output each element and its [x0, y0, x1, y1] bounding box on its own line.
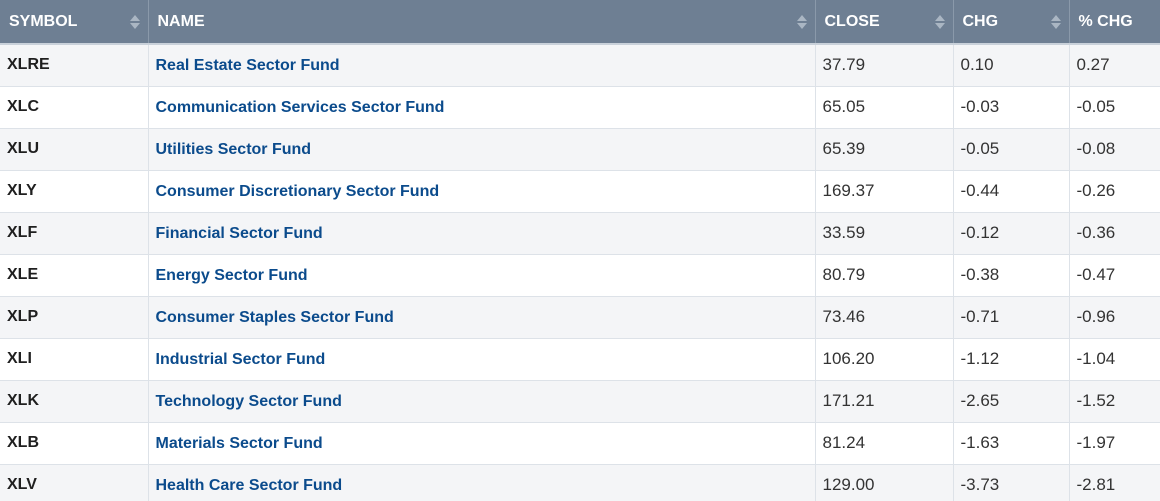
pct-chg-cell: -0.96: [1069, 296, 1160, 339]
sort-icon[interactable]: [796, 14, 807, 30]
chg-cell: -3.73: [953, 464, 1070, 501]
close-cell: 33.59: [815, 212, 954, 255]
symbol-cell: XLK: [0, 380, 149, 423]
chg-cell: 0.10: [953, 44, 1070, 87]
symbol-cell: XLC: [0, 86, 149, 129]
fund-name-link[interactable]: Utilities Sector Fund: [155, 141, 312, 158]
close-cell: 80.79: [815, 254, 954, 297]
table-row: XLI Industrial Sector Fund 106.20 -1.12 …: [0, 338, 1160, 381]
pct-chg-cell: -0.08: [1069, 128, 1160, 171]
table-row: XLC Communication Services Sector Fund 6…: [0, 86, 1160, 129]
close-cell: 169.37: [815, 170, 954, 213]
chg-cell: -0.71: [953, 296, 1070, 339]
column-header-label: CLOSE: [824, 12, 880, 30]
chg-cell: -2.65: [953, 380, 1070, 423]
close-cell: 171.21: [815, 380, 954, 423]
pct-chg-cell: -0.47: [1069, 254, 1160, 297]
table-row: XLP Consumer Staples Sector Fund 73.46 -…: [0, 296, 1160, 339]
close-cell: 37.79: [815, 44, 954, 87]
close-cell: 106.20: [815, 338, 954, 381]
symbol-cell: XLU: [0, 128, 149, 171]
fund-name-link[interactable]: Consumer Discretionary Sector Fund: [155, 183, 440, 200]
fund-name-link[interactable]: Communication Services Sector Fund: [155, 99, 445, 116]
fund-name-link[interactable]: Consumer Staples Sector Fund: [155, 309, 394, 326]
column-header-chg[interactable]: CHG: [953, 0, 1070, 45]
pct-chg-cell: -1.04: [1069, 338, 1160, 381]
chg-cell: -1.12: [953, 338, 1070, 381]
table-row: XLU Utilities Sector Fund 65.39 -0.05 -0…: [0, 128, 1160, 171]
pct-chg-cell: -0.05: [1069, 86, 1160, 129]
table-row: XLE Energy Sector Fund 80.79 -0.38 -0.47: [0, 254, 1160, 297]
column-header-label: SYMBOL: [9, 12, 78, 30]
symbol-cell: XLF: [0, 212, 149, 255]
symbol-cell: XLB: [0, 422, 149, 465]
pct-chg-cell: -2.81: [1069, 464, 1160, 501]
pct-chg-cell: 0.27: [1069, 44, 1160, 87]
sort-icon[interactable]: [1050, 14, 1061, 30]
name-cell: Utilities Sector Fund: [148, 128, 816, 171]
column-header-close[interactable]: CLOSE: [815, 0, 954, 45]
chg-cell: -0.12: [953, 212, 1070, 255]
chg-cell: -0.03: [953, 86, 1070, 129]
name-cell: Consumer Discretionary Sector Fund: [148, 170, 816, 213]
fund-name-link[interactable]: Materials Sector Fund: [155, 435, 323, 452]
close-cell: 65.39: [815, 128, 954, 171]
fund-name-link[interactable]: Energy Sector Fund: [155, 267, 308, 284]
column-header-name[interactable]: NAME: [148, 0, 816, 45]
close-cell: 65.05: [815, 86, 954, 129]
name-cell: Real Estate Sector Fund: [148, 44, 816, 87]
chg-cell: -0.44: [953, 170, 1070, 213]
column-header-label: CHG: [962, 12, 999, 30]
column-header-label: % CHG: [1078, 12, 1133, 30]
fund-name-link[interactable]: Financial Sector Fund: [155, 225, 323, 242]
column-header-symbol[interactable]: SYMBOL: [0, 0, 149, 45]
name-cell: Consumer Staples Sector Fund: [148, 296, 816, 339]
name-cell: Financial Sector Fund: [148, 212, 816, 255]
symbol-cell: XLY: [0, 170, 149, 213]
close-cell: 73.46: [815, 296, 954, 339]
name-cell: Health Care Sector Fund: [148, 464, 816, 501]
header-row: SYMBOL NAME CLOSE CHG % CHG: [0, 0, 1160, 45]
table-row: XLB Materials Sector Fund 81.24 -1.63 -1…: [0, 422, 1160, 465]
sort-icon[interactable]: [129, 14, 140, 30]
fund-name-link[interactable]: Industrial Sector Fund: [155, 351, 326, 368]
pct-chg-cell: -0.36: [1069, 212, 1160, 255]
table-row: XLF Financial Sector Fund 33.59 -0.12 -0…: [0, 212, 1160, 255]
symbol-cell: XLE: [0, 254, 149, 297]
fund-name-link[interactable]: Real Estate Sector Fund: [155, 57, 340, 75]
symbol-cell: XLRE: [0, 44, 149, 87]
column-header-label: NAME: [157, 12, 205, 30]
table-row: XLY Consumer Discretionary Sector Fund 1…: [0, 170, 1160, 213]
name-cell: Communication Services Sector Fund: [148, 86, 816, 129]
close-cell: 129.00: [815, 464, 954, 501]
table-row: XLK Technology Sector Fund 171.21 -2.65 …: [0, 380, 1160, 423]
table-body: XLRE Real Estate Sector Fund 37.79 0.10 …: [0, 44, 1160, 501]
sort-icon[interactable]: [934, 14, 945, 30]
symbol-cell: XLP: [0, 296, 149, 339]
pct-chg-cell: -1.97: [1069, 422, 1160, 465]
symbol-cell: XLV: [0, 464, 149, 501]
close-cell: 81.24: [815, 422, 954, 465]
table-row: XLRE Real Estate Sector Fund 37.79 0.10 …: [0, 44, 1160, 87]
pct-chg-cell: -1.52: [1069, 380, 1160, 423]
chg-cell: -0.05: [953, 128, 1070, 171]
name-cell: Technology Sector Fund: [148, 380, 816, 423]
fund-name-link[interactable]: Technology Sector Fund: [155, 393, 342, 410]
name-cell: Industrial Sector Fund: [148, 338, 816, 381]
table-row: XLV Health Care Sector Fund 129.00 -3.73…: [0, 464, 1160, 501]
table-header: SYMBOL NAME CLOSE CHG % CHG: [0, 0, 1160, 45]
chg-cell: -0.38: [953, 254, 1070, 297]
fund-name-link[interactable]: Health Care Sector Fund: [155, 477, 343, 494]
name-cell: Materials Sector Fund: [148, 422, 816, 465]
symbol-cell: XLI: [0, 338, 149, 381]
column-header-pct-chg[interactable]: % CHG: [1069, 0, 1160, 45]
chg-cell: -1.63: [953, 422, 1070, 465]
pct-chg-cell: -0.26: [1069, 170, 1160, 213]
name-cell: Energy Sector Fund: [148, 254, 816, 297]
